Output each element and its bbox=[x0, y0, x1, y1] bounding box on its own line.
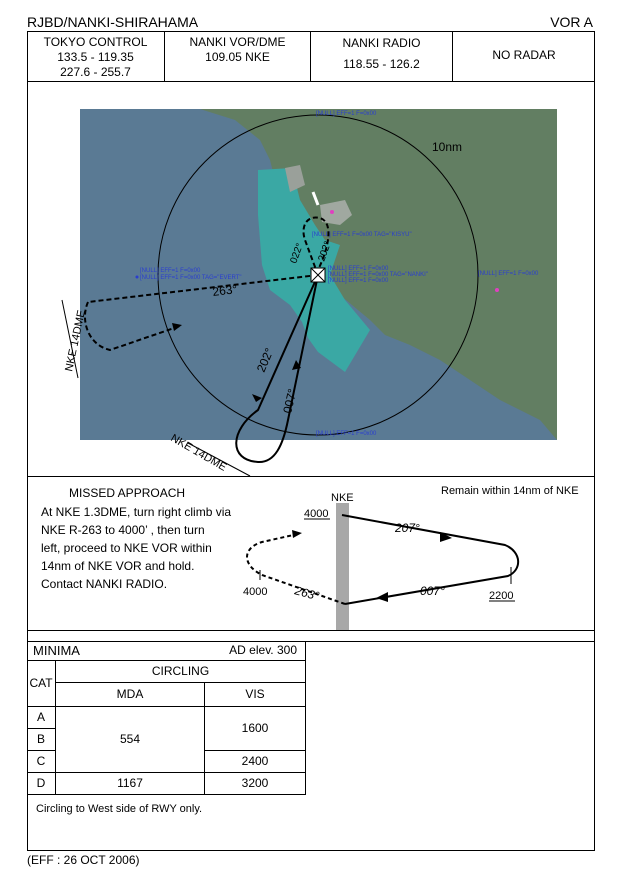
vis-d: 3200 bbox=[204, 771, 306, 795]
missed-approach-line: Contact NANKI RADIO. bbox=[41, 577, 168, 591]
minima-note: Circling to West side of RWY only. bbox=[36, 803, 203, 815]
course-label: 263° bbox=[212, 282, 239, 299]
course-label: 007° bbox=[280, 387, 299, 415]
freq-cell-no-radar: NO RADAR bbox=[453, 31, 595, 81]
missed-approach-text: At NKE 1.3DME, turn right climb via NKE … bbox=[41, 503, 261, 593]
map-artifact-label: [NULL] EFF=1 F=0x00 bbox=[478, 271, 539, 277]
cat-c: C bbox=[27, 749, 56, 773]
runway bbox=[311, 191, 320, 206]
reporting-point bbox=[135, 275, 139, 279]
profile-alt-label: 4000 bbox=[243, 586, 267, 598]
freq-name: NANKI RADIO bbox=[342, 36, 421, 50]
freq-value: 109.05 NKE bbox=[205, 50, 270, 64]
map-artifact-label: [NULL] EFF=1 F=0x00 TAG="KISYU" bbox=[312, 232, 412, 238]
profile-fix-label: NKE bbox=[331, 492, 354, 504]
profile-alt-label: 4000 bbox=[304, 508, 328, 520]
restricted-point bbox=[495, 288, 499, 292]
cat-d: D bbox=[27, 771, 56, 795]
divider bbox=[27, 630, 595, 631]
arrow-icon bbox=[292, 530, 302, 538]
freq-name: NANKI VOR/DME bbox=[189, 35, 286, 49]
island bbox=[320, 200, 352, 225]
profile-missed-track bbox=[246, 533, 346, 605]
minima-title: MINIMA bbox=[33, 643, 80, 658]
circling-header: CIRCLING bbox=[55, 659, 306, 683]
divider bbox=[27, 641, 595, 642]
freq-value: 133.5 - 119.35 bbox=[57, 50, 134, 64]
missed-approach-title: MISSED APPROACH bbox=[69, 486, 186, 500]
missed-approach-note: Remain within 14nm of NKE bbox=[441, 485, 579, 497]
map-labels: [NULL] EFF=1 F=0x00 [NULL] EFF=1 F=0x00 … bbox=[140, 111, 539, 437]
map-artifact-label: [NULL] EFF=1 F=0x00 bbox=[140, 268, 201, 274]
vis-header: VIS bbox=[204, 681, 306, 707]
arrow-icon bbox=[440, 532, 452, 542]
cat-header: CAT bbox=[27, 659, 56, 707]
arrow-icon bbox=[172, 323, 182, 331]
dme-arc-south bbox=[187, 442, 251, 477]
freq-name: TOKYO CONTROL bbox=[43, 35, 148, 49]
freq-value: 227.6 - 255.7 bbox=[60, 65, 131, 79]
chart-procedure-id: VOR A bbox=[550, 14, 593, 30]
vor-icon bbox=[310, 267, 326, 283]
divider bbox=[27, 81, 595, 82]
mda-abc: 554 bbox=[55, 705, 205, 773]
cat-a: A bbox=[27, 705, 56, 729]
missed-approach-turn bbox=[302, 216, 330, 276]
map-artifact-label: [NULL] EFF=1 F=0x00 bbox=[316, 431, 377, 437]
restricted-point bbox=[330, 210, 334, 214]
range-ring-label: 10nm bbox=[432, 140, 462, 154]
profile-alt-label: 2200 bbox=[489, 590, 513, 602]
map-artifact-label: [NULL] EFF=1 F=0x00 bbox=[328, 278, 389, 284]
map-artifact-label: [NULL] EFF=1 F=0x00 TAG="EVERT" bbox=[140, 275, 241, 281]
profile-course-label: 263° bbox=[292, 583, 321, 603]
missed-approach-line: NKE R-263 to 4000’ , then turn bbox=[41, 523, 205, 537]
missed-approach-hold bbox=[84, 301, 181, 352]
mda-header: MDA bbox=[55, 681, 205, 707]
range-ring-10nm bbox=[157, 114, 479, 436]
vis-c: 2400 bbox=[204, 749, 306, 773]
profile-course-label: 007° bbox=[420, 584, 445, 598]
arrow-icon bbox=[292, 360, 301, 370]
freq-cell-nanki-vor: NANKI VOR/DME 109.05 NKE bbox=[165, 31, 311, 81]
missed-approach-line: left, proceed to NKE VOR within bbox=[41, 541, 212, 555]
missed-approach-line: 14nm of NKE VOR and hold. bbox=[41, 559, 195, 573]
freq-value: 118.55 - 126.2 bbox=[343, 57, 420, 71]
freq-cell-nanki-radio: NANKI RADIO 118.55 - 126.2 bbox=[311, 31, 453, 81]
effective-date: (EFF : 26 OCT 2006) bbox=[27, 853, 140, 867]
minima-header: MINIMA AD elev. 300 bbox=[27, 641, 306, 661]
map-artifact-label: [NULL] EFF=1 F=0x00 bbox=[328, 266, 389, 272]
profile-track bbox=[341, 514, 520, 605]
missed-approach-line: At NKE 1.3DME, turn right climb via bbox=[41, 505, 232, 519]
minima-table: MINIMA AD elev. 300 CAT CIRCLING MDA VIS… bbox=[27, 641, 306, 795]
map-artifact-label: [NULL] EFF=1 F=0x00 TAG="NANKI" bbox=[328, 272, 428, 278]
chart-frame bbox=[27, 31, 595, 851]
arrow-icon bbox=[376, 592, 388, 602]
chart-airport-id: RJBD/NANKI-SHIRAHAMA bbox=[27, 14, 199, 30]
dme-arc-west bbox=[61, 299, 79, 379]
vis-ab: 1600 bbox=[204, 705, 306, 751]
freq-cell-tokyo-control: TOKYO CONTROL 133.5 - 119.35 227.6 - 255… bbox=[27, 31, 165, 81]
map-artifact-label: [NULL] EFF=1 F=0x00 bbox=[316, 111, 377, 117]
missed-approach-263 bbox=[87, 274, 319, 303]
procedure-track bbox=[235, 274, 319, 464]
arrow-icon bbox=[252, 394, 262, 402]
vor-column bbox=[336, 503, 349, 630]
divider bbox=[27, 476, 595, 477]
cat-b: B bbox=[27, 727, 56, 751]
profile-course-label: 207° bbox=[394, 521, 420, 535]
island bbox=[285, 165, 305, 192]
mda-d: 1167 bbox=[55, 771, 205, 795]
freq-name: NO RADAR bbox=[492, 48, 556, 62]
ad-elevation: AD elev. 300 bbox=[229, 643, 297, 657]
